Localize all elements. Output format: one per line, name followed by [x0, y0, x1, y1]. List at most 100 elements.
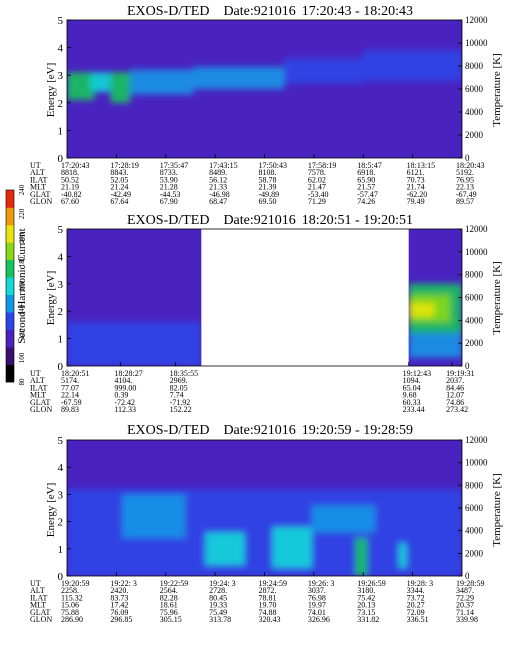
colorbar-band — [6, 190, 14, 208]
orbit-cell: -72.42 — [114, 398, 135, 407]
colorbar-tick-label: 180 — [18, 256, 26, 267]
ytick-label: 4 — [58, 43, 64, 55]
spectrogram-cell — [272, 527, 312, 568]
orbit-row-label: GLON — [30, 615, 52, 624]
orbit-cell: 22.14 — [61, 391, 79, 400]
orbit-cell: 313.78 — [209, 615, 231, 624]
orbit-cell: 17:50:43 — [259, 161, 287, 170]
orbit-cell: 82.05 — [170, 383, 188, 392]
orbit-cell: 17:20:43 — [61, 161, 89, 170]
colorbar-ticks: 80 100 120 140 160 180 200 220 240 — [18, 184, 26, 385]
orbit-cell: -62.20 — [407, 190, 428, 199]
orbit-cell: 65.90 — [357, 175, 375, 184]
orbit-cell: 82.28 — [160, 593, 178, 602]
orbit-row-label: UT — [30, 579, 41, 588]
ytick-right-label: 4000 — [465, 107, 484, 117]
spectrogram-cell — [67, 72, 95, 101]
orbit-cell: 20.27 — [407, 601, 425, 610]
panel-1-plot: 0 1 2 3 4 5 0 2000 4000 6000 8000 10000 12000 — [58, 15, 489, 165]
panel-3-title-name: EXOS-D/TED — [127, 423, 209, 438]
orbit-cell: 19:28: 3 — [407, 579, 433, 588]
orbit-cell: 7.74 — [170, 391, 184, 400]
colorbar-tick-label: 80 — [18, 378, 26, 386]
ytick-label: 5 — [58, 224, 64, 236]
panel-2-title-date: Date:921016 — [223, 213, 295, 228]
colorbar-band — [6, 207, 14, 226]
orbit-cell: 19:24: 3 — [209, 579, 235, 588]
orbit-cell: 1094. — [403, 376, 421, 385]
colorbar-band — [6, 294, 14, 313]
ytick-right-label: 4000 — [465, 526, 484, 536]
panel-1-title-date: Date:921016 — [223, 4, 295, 19]
orbit-cell: 21.47 — [308, 183, 326, 192]
orbit-cell: 152.22 — [170, 405, 192, 414]
orbit-row-label: ILAT — [30, 593, 47, 602]
ytick-right-label: 8000 — [465, 480, 484, 490]
ytick-label: 1 — [58, 125, 64, 137]
orbit-row-label: GLON — [30, 405, 52, 414]
ytick-right-label: 4000 — [465, 315, 484, 325]
orbit-cell: 8733. — [160, 168, 178, 177]
orbit-cell: 52.05 — [110, 175, 128, 184]
spectrogram-cell — [205, 532, 245, 566]
orbit-cell: 17:28:19 — [110, 161, 138, 170]
ytick-right-label: 0 — [465, 571, 470, 581]
orbit-cell: 8843. — [110, 168, 128, 177]
colorbar-band — [6, 347, 14, 365]
panel-1-ylabel-right: Temperature [K] — [491, 53, 503, 126]
panel-3-plot: 0 1 2 3 4 5 0 2000 4000 6000 8000 10000 12000 — [58, 435, 489, 583]
orbit-cell: 77.07 — [61, 383, 79, 392]
orbit-cell: 2872. — [259, 586, 277, 595]
panel-2-ylabel-right: Temperature [K] — [491, 261, 503, 334]
orbit-cell: 84.46 — [446, 383, 464, 392]
orbit-cell: -53.40 — [308, 190, 329, 199]
orbit-cell: 3487. — [456, 586, 474, 595]
colorbar-tick-label: 240 — [18, 184, 26, 195]
orbit-cell: 17:43:15 — [209, 161, 237, 170]
orbit-cell: -67.49 — [456, 190, 477, 199]
orbit-row-label: GLAT — [30, 190, 51, 199]
orbit-cell: 22.13 — [456, 183, 474, 192]
orbit-cell: 17:35:47 — [160, 161, 188, 170]
ytick-label: 2 — [58, 517, 64, 529]
orbit-cell: 2564. — [160, 586, 178, 595]
orbit-cell: 320.43 — [259, 615, 281, 624]
orbit-cell: 21.57 — [357, 183, 375, 192]
orbit-cell: -46.98 — [209, 190, 230, 199]
orbit-row-label: ALT — [30, 376, 45, 385]
orbit-cell: 67.90 — [160, 197, 178, 206]
orbit-cell: 56.12 — [209, 175, 227, 184]
orbit-cell: 74.86 — [446, 398, 464, 407]
orbit-cell: 74.26 — [357, 197, 375, 206]
colorbar-tick-label: 140 — [18, 304, 26, 315]
orbit-cell: 3344. — [407, 586, 425, 595]
orbit-row-label: ALT — [30, 586, 45, 595]
colorbar-tick-label: 160 — [18, 280, 26, 291]
orbit-cell: 9.68 — [403, 391, 417, 400]
orbit-cell: 72.09 — [407, 608, 425, 617]
orbit-cell: 50.52 — [61, 175, 79, 184]
orbit-cell: 15.06 — [61, 601, 79, 610]
orbit-cell: 331.82 — [357, 615, 379, 624]
orbit-cell: 58.78 — [259, 175, 277, 184]
orbit-cell: 296.85 — [110, 615, 132, 624]
panel-1-title-name: EXOS-D/TED — [127, 4, 209, 19]
orbit-cell: 62.02 — [308, 175, 326, 184]
orbit-cell: 0.39 — [114, 391, 128, 400]
orbit-cell: 19:22:59 — [160, 579, 188, 588]
panel-2-title: EXOS-D/TED Date:921016 18:20:51 - 19:20:51 — [127, 213, 413, 228]
ytick-label: 1 — [58, 334, 64, 346]
ytick-right-label: 10000 — [465, 38, 488, 48]
panel-1-orbit-table: UTALTILATMLTGLATGLON17:20:438818.50.5221… — [30, 154, 484, 206]
orbit-cell: 18.61 — [160, 601, 178, 610]
orbit-cell: 79.49 — [407, 197, 425, 206]
orbit-cell: 2969. — [170, 376, 188, 385]
orbit-cell: 80.45 — [209, 593, 227, 602]
panel-2-plot: 0 1 2 3 4 5 0 2000 4000 6000 8000 10000 12000 — [58, 224, 489, 373]
orbit-row-label: GLON — [30, 197, 52, 206]
orbit-cell: 18:20:51 — [61, 369, 89, 378]
colorbar-band — [6, 277, 14, 296]
spectrogram-features — [67, 50, 462, 103]
orbit-row-label: ILAT — [30, 175, 47, 184]
ytick-label: 2 — [58, 98, 64, 110]
